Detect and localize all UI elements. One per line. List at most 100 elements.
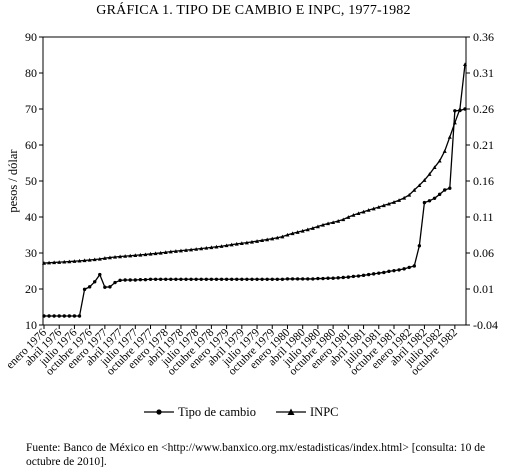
tipo-de-cambio-point	[270, 277, 274, 281]
inpc-point	[67, 259, 72, 264]
inpc-point	[87, 257, 92, 262]
tipo-de-cambio-point	[361, 273, 366, 278]
tipo-de-cambio-point	[463, 107, 467, 111]
tipo-de-cambio-point	[128, 278, 132, 282]
inpc-point	[417, 183, 422, 188]
legend: Tipo de cambio INPC	[144, 405, 338, 419]
inpc-point	[184, 248, 189, 252]
tipo-de-cambio-point	[443, 188, 447, 192]
tipo-de-cambio-point	[209, 277, 214, 281]
tipo-de-cambio-point	[189, 277, 193, 281]
inpc-point	[57, 260, 62, 264]
tipo-de-cambio-point	[240, 277, 244, 281]
inpc-point	[173, 249, 178, 253]
tipo-de-cambio-point	[448, 186, 452, 190]
tipo-de-cambio-point	[382, 270, 386, 275]
tipo-de-cambio-point	[255, 277, 259, 281]
tipo-de-cambio-point	[306, 277, 310, 281]
tipo-de-cambio-point	[153, 277, 158, 281]
legend-marker-triangle	[287, 408, 295, 415]
left-tick-label: 70	[25, 102, 37, 116]
inpc-line	[43, 64, 466, 264]
tipo-de-cambio-point	[179, 277, 183, 281]
left-tick-label: 10	[25, 318, 37, 332]
tipo-de-cambio-point	[275, 277, 280, 281]
inpc-point	[331, 220, 336, 225]
tipo-de-cambio-point	[356, 274, 361, 278]
tipo-de-cambio-point	[47, 314, 51, 318]
tipo-de-cambio-point	[77, 314, 82, 318]
inpc-point	[452, 120, 457, 125]
inpc-point	[239, 241, 244, 245]
inpc-point	[351, 213, 356, 217]
inpc-point	[133, 253, 138, 258]
tipo-de-cambio-point	[397, 268, 401, 272]
inpc-point	[361, 209, 366, 214]
left-tick-label: 80	[25, 66, 37, 80]
left-tick-label: 50	[25, 174, 37, 188]
left-tick-label: 40	[25, 210, 37, 224]
tipo-de-cambio-point	[437, 192, 442, 197]
right-tick-label: 0.16	[473, 174, 494, 188]
right-tick-label: 0.01	[473, 282, 494, 296]
tipo-de-cambio-point	[290, 277, 295, 281]
inpc-point	[199, 246, 204, 251]
tipo-de-cambio-point	[194, 277, 198, 281]
inpc-point	[153, 251, 158, 256]
tipo-de-cambio-point	[250, 277, 254, 281]
inpc-point	[158, 250, 163, 255]
source-note: Fuente: Banco de México en <http://www.b…	[26, 442, 486, 468]
left-tick-label: 90	[25, 30, 37, 44]
tipo-de-cambio-point	[321, 276, 325, 281]
inpc-point	[442, 149, 447, 153]
tipo-de-cambio-point	[371, 272, 376, 276]
tipo-de-cambio-point	[199, 277, 203, 281]
tipo-de-cambio-point	[169, 277, 173, 281]
tipo-de-cambio-point	[432, 196, 437, 200]
inpc-point	[204, 245, 209, 250]
tipo-de-cambio-point	[148, 277, 153, 281]
tipo-de-cambio-point	[280, 277, 285, 281]
inpc-point	[346, 215, 351, 219]
inpc-point	[189, 247, 194, 252]
plot-frame	[42, 36, 467, 326]
tipo-de-cambio-point	[402, 267, 406, 271]
right-tick-label: -0.04	[473, 318, 498, 332]
inpc-point	[42, 261, 46, 265]
tipo-de-cambio-point	[265, 277, 269, 281]
inpc-point	[270, 236, 275, 241]
tipo-de-cambio-point	[346, 275, 351, 279]
inpc-point	[305, 227, 310, 232]
tipo-de-cambio-point	[392, 268, 396, 273]
tipo-de-cambio-point	[260, 277, 264, 281]
inpc-point	[178, 248, 183, 253]
right-tick-label: 0.31	[473, 66, 494, 80]
tipo-de-cambio-point	[422, 200, 427, 205]
tipo-de-cambio-point	[164, 277, 168, 281]
inpc-point	[422, 178, 427, 182]
inpc-point	[92, 257, 97, 262]
tipo-de-cambio-point	[285, 277, 290, 281]
inpc-point	[143, 252, 148, 257]
tipo-de-cambio-point	[184, 277, 188, 281]
inpc-point	[214, 244, 219, 249]
inpc-point	[107, 255, 112, 260]
tipo-de-cambio-point	[351, 274, 356, 279]
tipo-de-cambio-point	[57, 314, 61, 318]
tipo-de-cambio-point	[103, 285, 107, 289]
inpc-point	[244, 240, 249, 245]
series	[42, 62, 467, 318]
inpc-point	[386, 201, 391, 206]
right-tick-label: 0.11	[473, 210, 494, 224]
inpc-point	[148, 251, 153, 256]
tipo-de-cambio-point	[67, 314, 72, 318]
right-tick-label: 0.21	[473, 138, 494, 152]
inpc-point	[310, 226, 315, 230]
inpc-point	[326, 221, 331, 226]
tipo-de-cambio-line	[44, 108, 466, 317]
chart: 10 20 30 40 50 60 70 80 90 -0.04 0.01 0.06 0.11 0.16…	[4, 30, 498, 419]
left-tick-label: 30	[25, 246, 37, 260]
inpc-point	[47, 260, 52, 265]
inpc-point	[97, 256, 102, 261]
